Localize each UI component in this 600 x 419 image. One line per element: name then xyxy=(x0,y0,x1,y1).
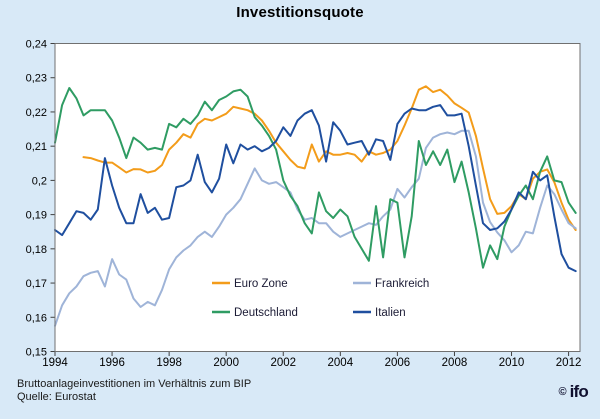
y-axis-label: 0,16 xyxy=(26,312,47,324)
series-line-euro-zone xyxy=(82,85,577,231)
footnote-definition: Bruttoanlageinvestitionen im Verhältnis … xyxy=(17,378,252,390)
legend-label-deutschland: Deutschland xyxy=(234,307,298,319)
y-axis-label: 0,18 xyxy=(26,244,47,256)
footnotes: Bruttoanlageinvestitionen im Verhältnis … xyxy=(17,378,251,404)
x-axis-label: 1998 xyxy=(156,357,182,369)
x-axis-label: 2012 xyxy=(556,357,582,369)
y-axis-label: 0,19 xyxy=(26,210,47,222)
x-axis-label: 2004 xyxy=(328,357,354,369)
y-axis-label: 0,15 xyxy=(26,347,47,359)
legend-label-italien: Italien xyxy=(375,307,406,319)
legend-label-euro-zone: Euro Zone xyxy=(234,278,288,290)
series-line-italien xyxy=(54,104,577,273)
ifo-logo: © ifo xyxy=(558,382,589,402)
x-axis-label: 2010 xyxy=(499,357,525,369)
y-axis-label: 0,2 xyxy=(32,175,47,187)
copyright-icon: © xyxy=(558,386,567,398)
y-axis-label: 0,22 xyxy=(26,107,47,119)
series-line-frankreich xyxy=(54,129,577,327)
x-axis-label: 1994 xyxy=(42,357,68,369)
x-axis-label: 2002 xyxy=(270,357,296,369)
y-axis-label: 0,17 xyxy=(26,278,47,290)
y-axis-label: 0,21 xyxy=(26,141,47,153)
series-lines xyxy=(54,85,577,327)
ifo-logo-text: ifo xyxy=(569,382,589,401)
y-axis-label: 0,24 xyxy=(26,39,47,51)
plot-frame xyxy=(54,43,581,352)
series-line-deutschland xyxy=(54,87,577,269)
legend: Euro Zone Frankreich Deutschland Italien xyxy=(212,278,429,319)
chart-title: Investitionsquote xyxy=(236,4,364,21)
x-axis-label: 1996 xyxy=(99,357,125,369)
x-axis-label: 2008 xyxy=(442,357,468,369)
footnote-source: Quelle: Eurostat xyxy=(17,391,96,403)
x-axis-label: 2000 xyxy=(213,357,239,369)
x-axis-label: 2006 xyxy=(385,357,411,369)
axes: 0,240,230,220,210,20,190,180,170,160,151… xyxy=(26,39,582,370)
legend-label-frankreich: Frankreich xyxy=(375,278,429,290)
y-axis-label: 0,23 xyxy=(26,73,47,85)
